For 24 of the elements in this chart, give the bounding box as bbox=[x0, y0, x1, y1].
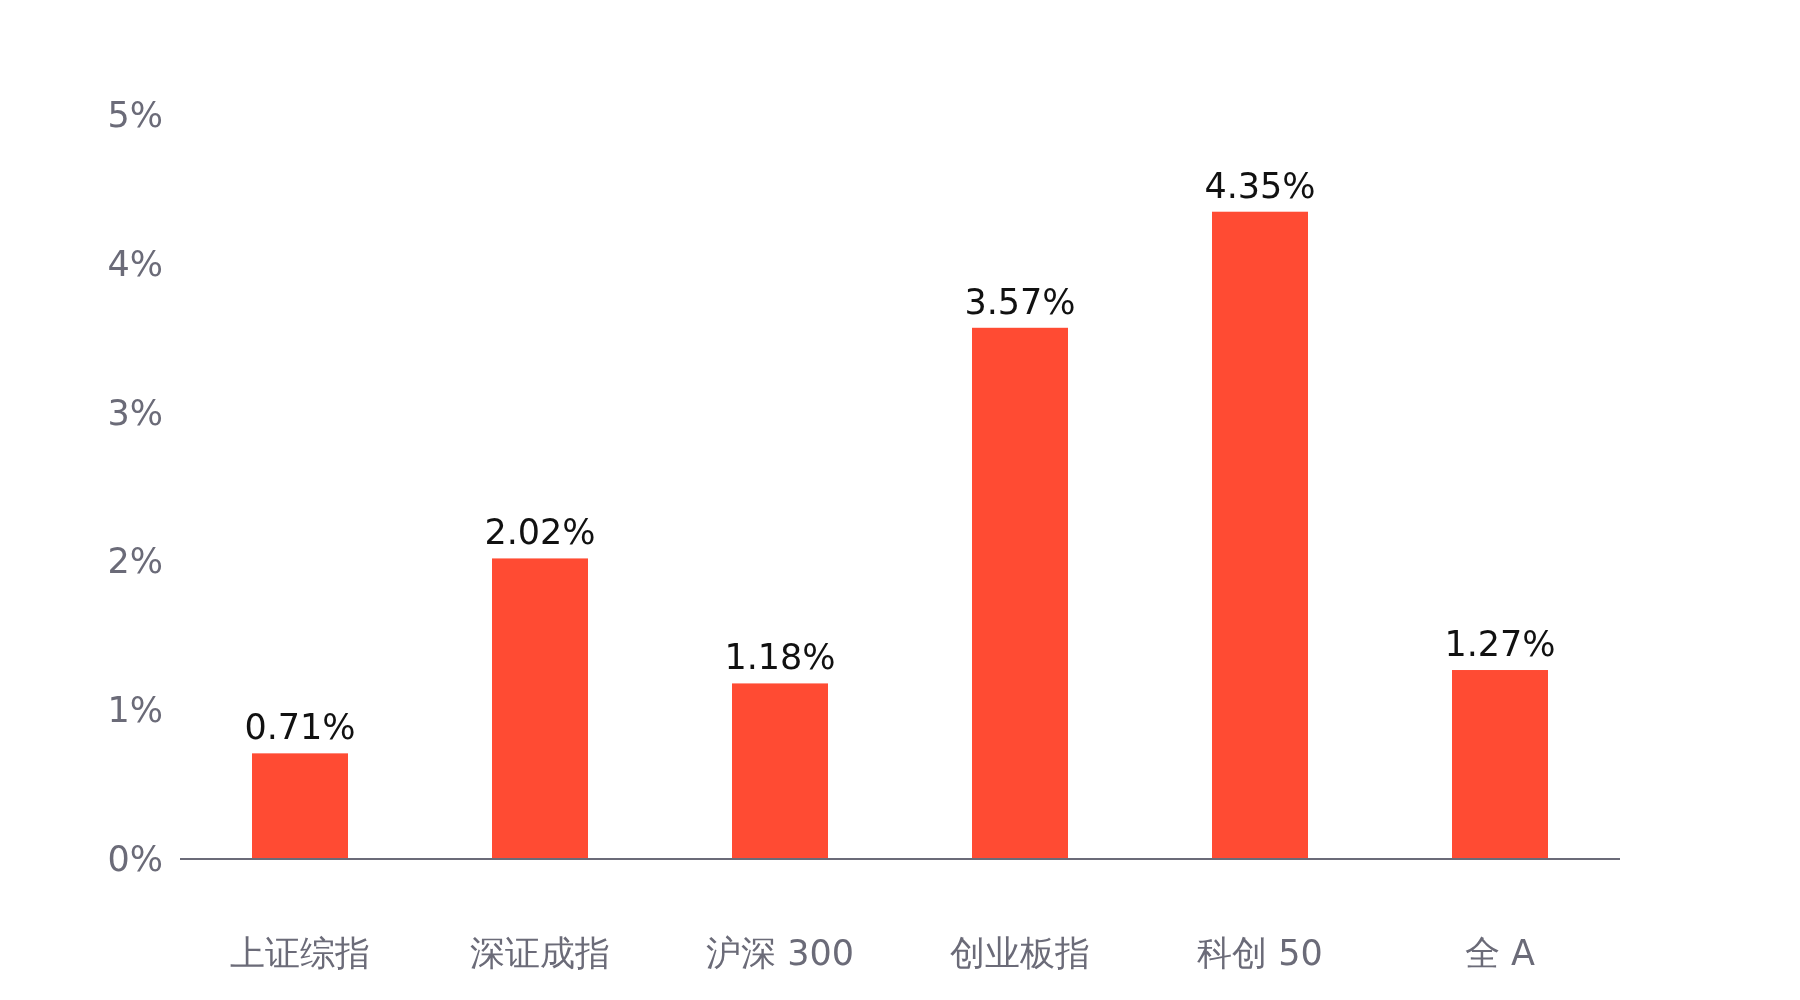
bar bbox=[1212, 211, 1308, 859]
data-label: 4.35% bbox=[1204, 165, 1316, 206]
y-tick-label: 3% bbox=[107, 392, 163, 433]
y-tick-label: 0% bbox=[107, 839, 163, 879]
data-label: 3.57% bbox=[964, 281, 1076, 322]
bar bbox=[972, 327, 1068, 859]
x-tick-label: 创业板指 bbox=[950, 933, 1090, 973]
x-tick-label: 科创 50 bbox=[1197, 933, 1323, 973]
bar bbox=[1452, 670, 1548, 859]
x-tick-label: 沪深 300 bbox=[706, 933, 854, 973]
bar bbox=[492, 558, 588, 859]
x-tick-label: 深证成指 bbox=[470, 933, 610, 973]
bar bbox=[732, 683, 828, 859]
y-tick-label: 2% bbox=[107, 541, 163, 582]
y-tick-label: 5% bbox=[107, 95, 163, 135]
data-label: 2.02% bbox=[484, 512, 596, 553]
data-label: 1.18% bbox=[724, 637, 836, 678]
bar bbox=[252, 753, 348, 859]
data-label: 0.71% bbox=[244, 707, 356, 748]
x-tick-label: 上证综指 bbox=[230, 933, 370, 973]
data-label: 1.27% bbox=[1444, 624, 1556, 665]
x-tick-label: 全 A bbox=[1464, 933, 1536, 973]
y-tick-label: 1% bbox=[107, 690, 163, 731]
y-tick-label: 4% bbox=[107, 243, 163, 284]
